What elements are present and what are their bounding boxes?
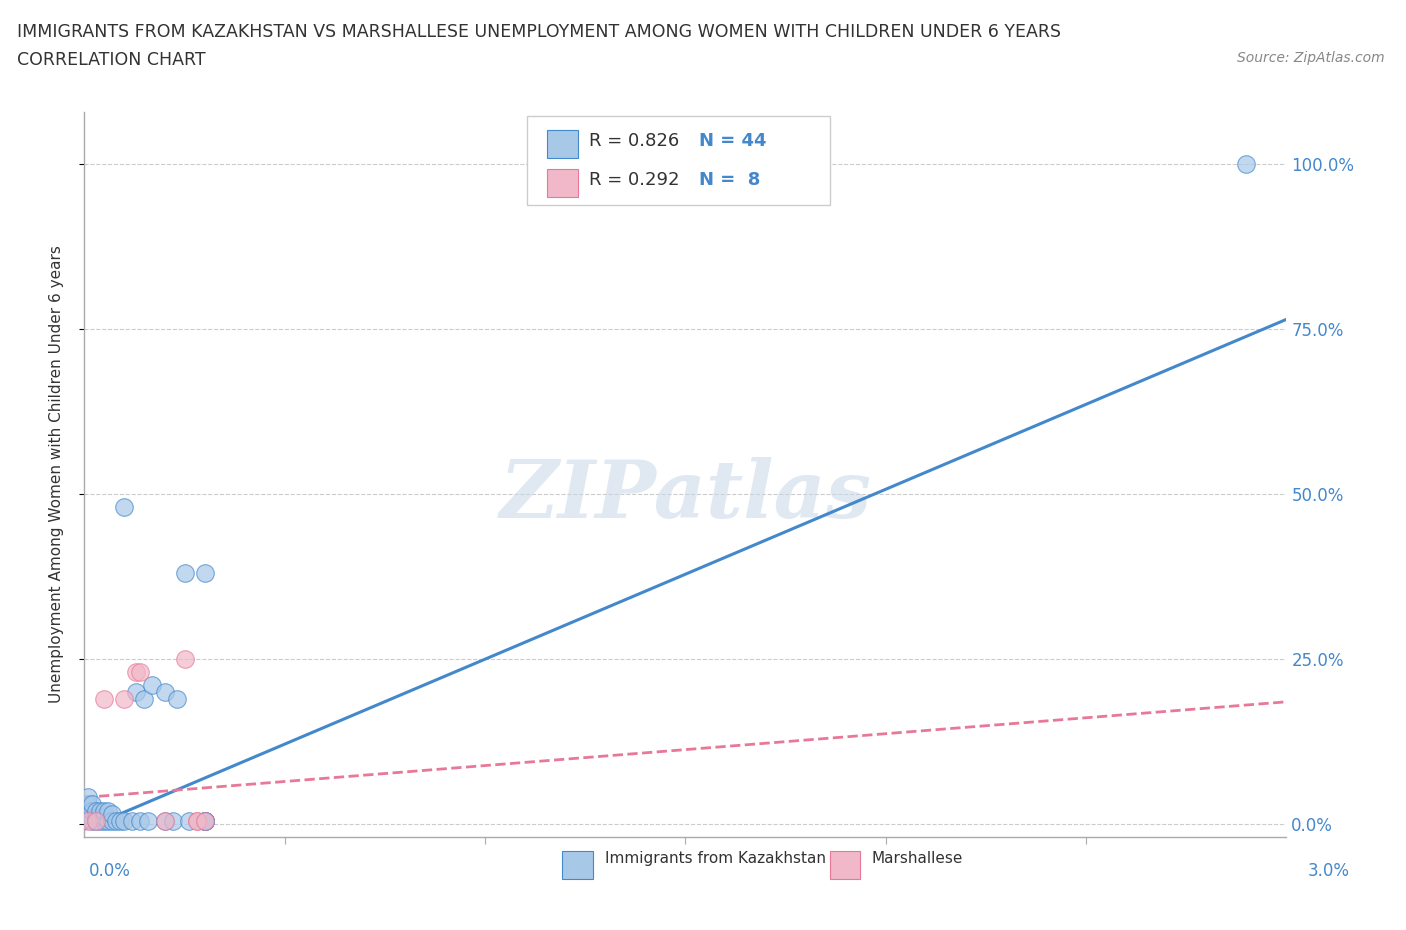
Point <box>110 813 132 828</box>
Point <box>166 691 188 706</box>
Point <box>114 499 135 514</box>
Point <box>82 813 104 828</box>
Point <box>105 813 128 828</box>
Point <box>89 810 111 825</box>
Point <box>125 665 148 680</box>
Text: IMMIGRANTS FROM KAZAKHSTAN VS MARSHALLESE UNEMPLOYMENT AMONG WOMEN WITH CHILDREN: IMMIGRANTS FROM KAZAKHSTAN VS MARSHALLES… <box>17 23 1062 41</box>
Text: CORRELATION CHART: CORRELATION CHART <box>17 51 205 69</box>
Text: ZIPatlas: ZIPatlas <box>499 458 872 535</box>
Point <box>194 813 217 828</box>
Point <box>194 813 217 828</box>
Point <box>114 813 135 828</box>
Text: Source: ZipAtlas.com: Source: ZipAtlas.com <box>1237 51 1385 65</box>
Point <box>186 813 208 828</box>
Point <box>173 652 195 667</box>
Point <box>82 804 104 818</box>
Point <box>1236 157 1258 172</box>
Point <box>129 665 152 680</box>
Point <box>194 813 217 828</box>
Point <box>97 804 120 818</box>
Point <box>177 813 200 828</box>
Point <box>101 806 124 821</box>
Point <box>162 813 184 828</box>
Point <box>89 804 111 818</box>
Point <box>194 813 217 828</box>
Text: N = 44: N = 44 <box>699 132 766 150</box>
Point <box>93 810 115 825</box>
Point <box>125 684 148 699</box>
Text: Marshallese: Marshallese <box>872 851 963 866</box>
Text: 3.0%: 3.0% <box>1308 862 1350 880</box>
Text: 0.0%: 0.0% <box>89 862 131 880</box>
Point <box>194 565 217 580</box>
Point <box>82 810 104 825</box>
Point <box>89 813 111 828</box>
Point <box>93 691 115 706</box>
Point <box>93 804 115 818</box>
Point <box>173 565 195 580</box>
Point <box>153 684 176 699</box>
Text: R = 0.292: R = 0.292 <box>589 171 679 189</box>
Point <box>82 797 104 812</box>
Point <box>194 813 217 828</box>
Text: N =  8: N = 8 <box>699 171 761 189</box>
Text: R = 0.826: R = 0.826 <box>589 132 679 150</box>
Point <box>86 810 108 825</box>
Point <box>93 813 115 828</box>
Point <box>134 691 156 706</box>
Point <box>194 813 217 828</box>
Point <box>153 813 176 828</box>
Point <box>114 691 135 706</box>
Point <box>77 813 100 828</box>
Point <box>138 813 160 828</box>
Point <box>153 813 176 828</box>
Point <box>77 790 100 804</box>
Point <box>86 813 108 828</box>
Point <box>86 804 108 818</box>
Point <box>77 797 100 812</box>
Point <box>186 813 208 828</box>
Point <box>194 813 217 828</box>
Y-axis label: Unemployment Among Women with Children Under 6 years: Unemployment Among Women with Children U… <box>49 246 63 703</box>
Point <box>141 678 163 693</box>
Point <box>101 813 124 828</box>
Point <box>97 813 120 828</box>
Point <box>121 813 143 828</box>
Point <box>129 813 152 828</box>
Point <box>77 804 100 818</box>
Text: Immigrants from Kazakhstan: Immigrants from Kazakhstan <box>605 851 825 866</box>
Point <box>86 813 108 828</box>
